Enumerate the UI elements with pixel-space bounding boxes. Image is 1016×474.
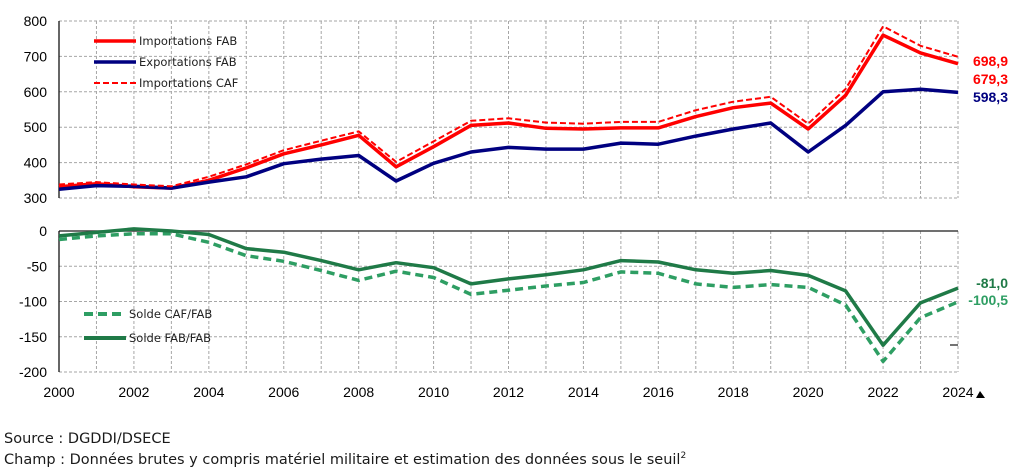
end-value-label: -100,5 — [968, 292, 1008, 308]
y-tick-label: 300 — [24, 190, 48, 206]
series-line-importations-caf — [58, 25, 959, 188]
footnote-marker: 2 — [680, 451, 687, 461]
y-tick-label: 400 — [24, 155, 48, 171]
y-tick-label: 0 — [39, 223, 47, 239]
end-value-label: -81,0 — [976, 275, 1008, 291]
legend-label: Importations CAF — [139, 76, 238, 90]
top-panel-imports-exports: 300 400 500 600 700 800 698,9 679,3 598,3 Impor… — [24, 13, 1009, 206]
x-tick-label: 2022 — [868, 384, 899, 400]
bottom-panel-balance: -200 -150 -100 -50 0 -81,0-100,5 Solde CAF/F… — [19, 223, 1008, 400]
legend-label: Importations FAB — [139, 34, 237, 48]
series-line-solde-caf-fab — [58, 232, 959, 364]
y-tick-label: 600 — [24, 84, 48, 100]
series-line-solde-fab-fab — [58, 227, 959, 347]
series-line-exportations-fab — [58, 87, 959, 191]
bottom-series — [58, 227, 959, 364]
bottom-end-labels: -81,0-100,5 — [968, 275, 1008, 308]
legend-label: Solde FAB/FAB — [129, 331, 211, 345]
y-tick-label: 500 — [24, 119, 48, 135]
x-tick-label: 2020 — [793, 384, 824, 400]
x-tick-label: 2014 — [568, 384, 599, 400]
legend-label: Exportations FAB — [139, 55, 237, 69]
x-tick-label: 2000 — [43, 384, 74, 400]
top-end-labels: 698,9 679,3 598,3 — [973, 53, 1008, 105]
top-legend: Importations FAB Exportations FAB Importat… — [94, 34, 238, 90]
scope-note: Champ : Données brutes y compris matérie… — [4, 451, 686, 468]
source-note: Source : DGDDI/DSECE — [4, 431, 171, 447]
bottom-legend: Solde CAF/FAB Solde FAB/FAB — [84, 307, 212, 345]
resize-corner-icon — [976, 391, 985, 398]
x-tick-label: 2006 — [268, 384, 299, 400]
x-tick-label: 2016 — [643, 384, 674, 400]
x-tick-label: 2024 — [942, 384, 973, 400]
top-series — [58, 25, 959, 191]
end-value-label: 598,3 — [973, 89, 1008, 105]
y-tick-label: -200 — [19, 364, 47, 380]
y-tick-label: 700 — [24, 48, 48, 64]
end-value-label: 679,3 — [973, 71, 1008, 87]
scope-note-text: Champ : Données brutes y compris matérie… — [4, 451, 681, 468]
top-gridlines — [58, 20, 959, 199]
y-tick-label: -150 — [19, 329, 47, 345]
y-tick-label: -50 — [27, 258, 47, 274]
bottom-gridlines — [58, 230, 959, 373]
x-tick-label: 2004 — [193, 384, 224, 400]
x-tick-label: 2010 — [418, 384, 449, 400]
legend-label: Solde CAF/FAB — [129, 307, 212, 321]
x-axis-ticks: 2000 2002 2004 2006 2008 2010 2012 2014 2016 2018… — [43, 384, 973, 400]
x-tick-label: 2002 — [118, 384, 149, 400]
series-line-importations-fab — [58, 33, 959, 190]
chart: 300 400 500 600 700 800 698,9 679,3 598,3 Impor… — [19, 13, 1009, 400]
y-tick-label: 800 — [24, 13, 48, 29]
y-tick-label: -100 — [19, 294, 47, 310]
x-tick-label: 2012 — [493, 384, 524, 400]
top-y-axis-ticks: 300 400 500 600 700 800 — [24, 13, 48, 206]
end-value-label: 698,9 — [973, 53, 1008, 69]
x-tick-label: 2018 — [718, 384, 749, 400]
x-tick-label: 2008 — [343, 384, 374, 400]
bottom-y-axis-ticks: -200 -150 -100 -50 0 — [19, 223, 47, 380]
